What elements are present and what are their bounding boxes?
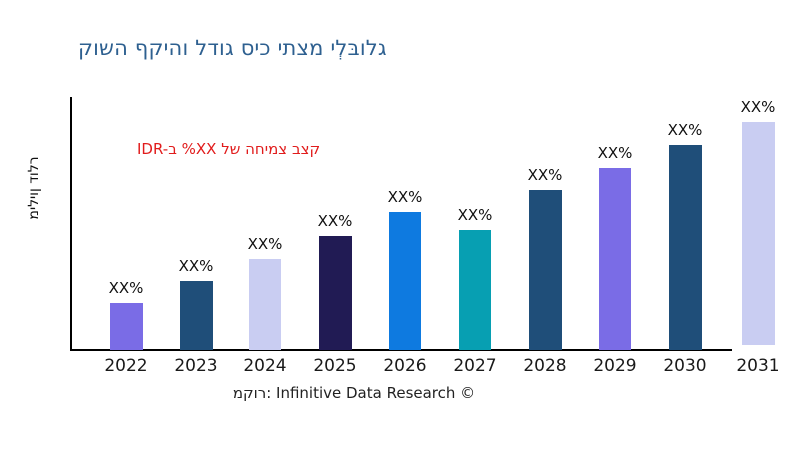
bar-2023: [179, 281, 213, 350]
y-axis-line: [70, 97, 72, 350]
x-tick-2026: 2026: [383, 356, 427, 376]
x-tick-2029: 2029: [593, 356, 637, 376]
growth-rate-annotation: IDR-ב %XX לש החימצ בצק: [137, 140, 321, 158]
bar-2024: [249, 259, 281, 350]
bar-value-label-2025: XX%: [317, 212, 353, 230]
chart-title: קושה ףקיהו לדוג סיכ יתצמ ילְבּולג: [78, 36, 387, 60]
bar-value-label-2027: XX%: [457, 206, 493, 224]
bar-2029: [599, 168, 631, 350]
bar-value-label-2030: XX%: [667, 121, 703, 139]
bar-2028: [528, 190, 562, 350]
x-tick-2023: 2023: [174, 356, 218, 376]
bar-2025: [318, 236, 352, 350]
bar-2031: [741, 122, 775, 345]
x-tick-2022: 2022: [104, 356, 148, 376]
x-axis-line: [70, 349, 732, 351]
source-credit: מקור: Infinitive Data Research ©: [232, 384, 476, 402]
bar-2022: [109, 303, 143, 350]
x-tick-2024: 2024: [243, 356, 287, 376]
x-tick-2028: 2028: [523, 356, 567, 376]
bar-2026: [389, 212, 421, 350]
x-tick-2027: 2027: [453, 356, 497, 376]
bar-value-label-2031: XX%: [740, 98, 776, 116]
x-tick-2030: 2030: [663, 356, 707, 376]
bar-value-label-2024: XX%: [247, 235, 283, 253]
bar-value-label-2023: XX%: [178, 257, 214, 275]
bar-2027: [459, 230, 491, 350]
bar-value-label-2022: XX%: [108, 279, 144, 297]
bar-2030: [668, 145, 702, 350]
bar-value-label-2026: XX%: [387, 188, 423, 206]
y-axis-label: מיליון דולר: [26, 156, 42, 220]
x-tick-2025: 2025: [313, 356, 357, 376]
x-tick-2031: 2031: [736, 356, 780, 376]
bar-value-label-2028: XX%: [527, 166, 563, 184]
bar-value-label-2029: XX%: [597, 144, 633, 162]
